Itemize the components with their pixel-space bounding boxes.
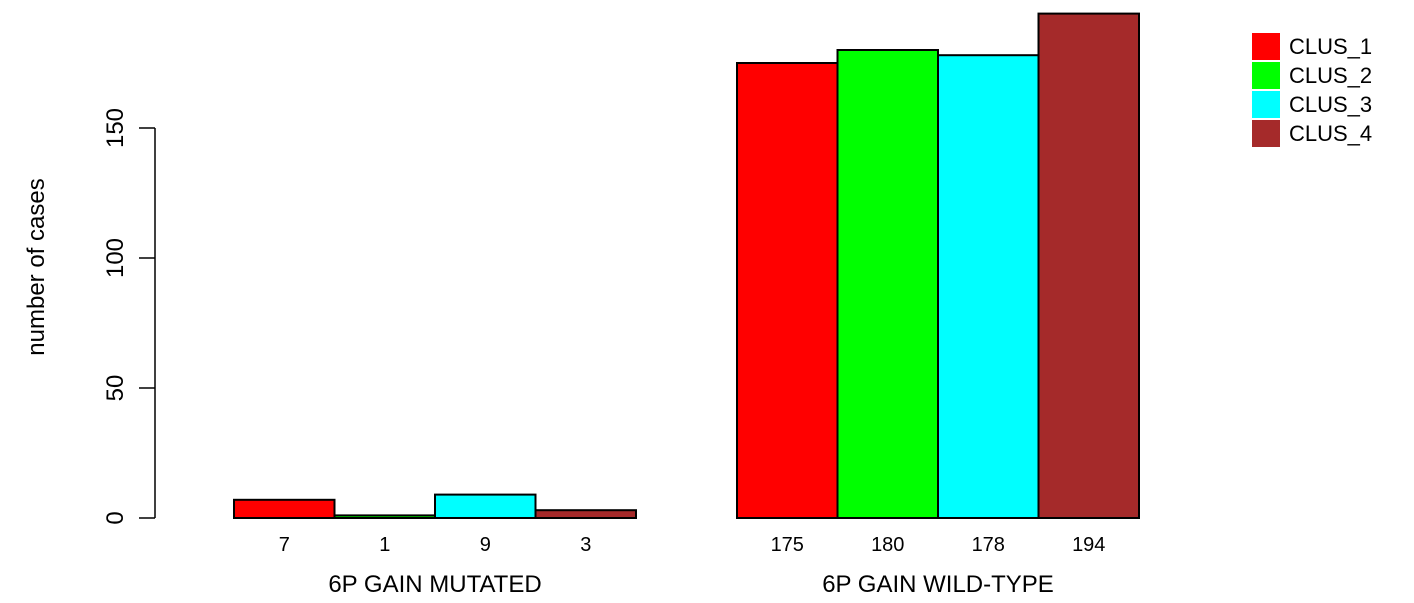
- legend-label: CLUS_3: [1289, 92, 1372, 117]
- y-axis: 0 50 100 150: [102, 108, 156, 525]
- group-labels: 6P GAIN MUTATED 6P GAIN WILD-TYPE: [328, 571, 1053, 598]
- bar: [434, 493, 537, 520]
- y-tick-label: 150: [102, 108, 129, 148]
- y-tick-label: 100: [102, 238, 129, 278]
- bar: [233, 498, 336, 519]
- group-label: 6P GAIN WILD-TYPE: [822, 571, 1054, 598]
- legend-swatch: [1252, 91, 1280, 118]
- bars: [233, 12, 1140, 520]
- y-axis-label: number of cases: [23, 178, 50, 355]
- bar-value-label: 175: [771, 534, 804, 556]
- bar-value-label: 3: [580, 534, 591, 556]
- bar: [736, 62, 839, 519]
- bar-value-label: 9: [480, 534, 491, 556]
- legend-label: CLUS_2: [1289, 63, 1372, 88]
- bar: [937, 54, 1040, 519]
- bar: [1037, 12, 1140, 519]
- bar-value-label: 178: [972, 534, 1005, 556]
- legend-swatch: [1252, 62, 1280, 89]
- legend-swatch: [1252, 120, 1280, 147]
- legend-swatch: [1252, 33, 1280, 60]
- bar: [333, 514, 436, 520]
- bar-value-labels: 7 1 9 3 175 180 178 194: [279, 534, 1106, 556]
- bar-value-label: 180: [871, 534, 904, 556]
- bar: [836, 49, 939, 519]
- bar: [534, 509, 637, 520]
- y-tick-label: 0: [102, 511, 129, 524]
- legend-label: CLUS_1: [1289, 34, 1372, 59]
- legend-label: CLUS_4: [1289, 121, 1372, 146]
- bar-value-label: 7: [279, 534, 290, 556]
- y-tick-label: 50: [102, 375, 129, 402]
- group-label: 6P GAIN MUTATED: [328, 571, 541, 598]
- bar-value-label: 1: [379, 534, 390, 556]
- legend: CLUS_1 CLUS_2 CLUS_3 CLUS_4: [1252, 33, 1372, 147]
- bar-value-label: 194: [1072, 534, 1105, 556]
